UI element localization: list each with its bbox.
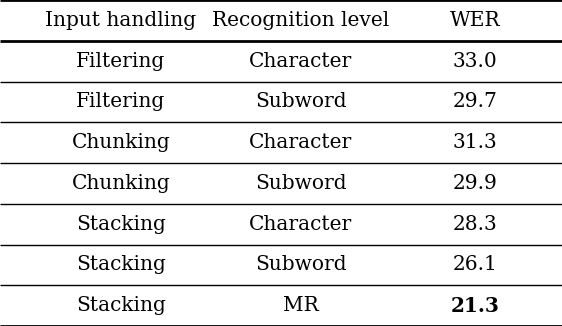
Text: Chunking: Chunking: [71, 174, 170, 193]
Text: Filtering: Filtering: [76, 52, 165, 71]
Text: 28.3: 28.3: [452, 215, 497, 234]
Text: 26.1: 26.1: [452, 255, 497, 274]
Text: Subword: Subword: [255, 174, 347, 193]
Text: Stacking: Stacking: [76, 255, 166, 274]
Text: 29.9: 29.9: [452, 174, 497, 193]
Text: Character: Character: [249, 52, 352, 71]
Text: Chunking: Chunking: [71, 133, 170, 152]
Text: MR: MR: [283, 296, 319, 315]
Text: Subword: Subword: [255, 255, 347, 274]
Text: Character: Character: [249, 215, 352, 234]
Text: 29.7: 29.7: [452, 92, 497, 111]
Text: Recognition level: Recognition level: [212, 11, 389, 30]
Text: 33.0: 33.0: [452, 52, 497, 71]
Text: 31.3: 31.3: [452, 133, 497, 152]
Text: Stacking: Stacking: [76, 296, 166, 315]
Text: Stacking: Stacking: [76, 215, 166, 234]
Text: 21.3: 21.3: [451, 296, 499, 316]
Text: WER: WER: [450, 11, 500, 30]
Text: Subword: Subword: [255, 92, 347, 111]
Text: Character: Character: [249, 133, 352, 152]
Text: Filtering: Filtering: [76, 92, 165, 111]
Text: Input handling: Input handling: [46, 11, 196, 30]
